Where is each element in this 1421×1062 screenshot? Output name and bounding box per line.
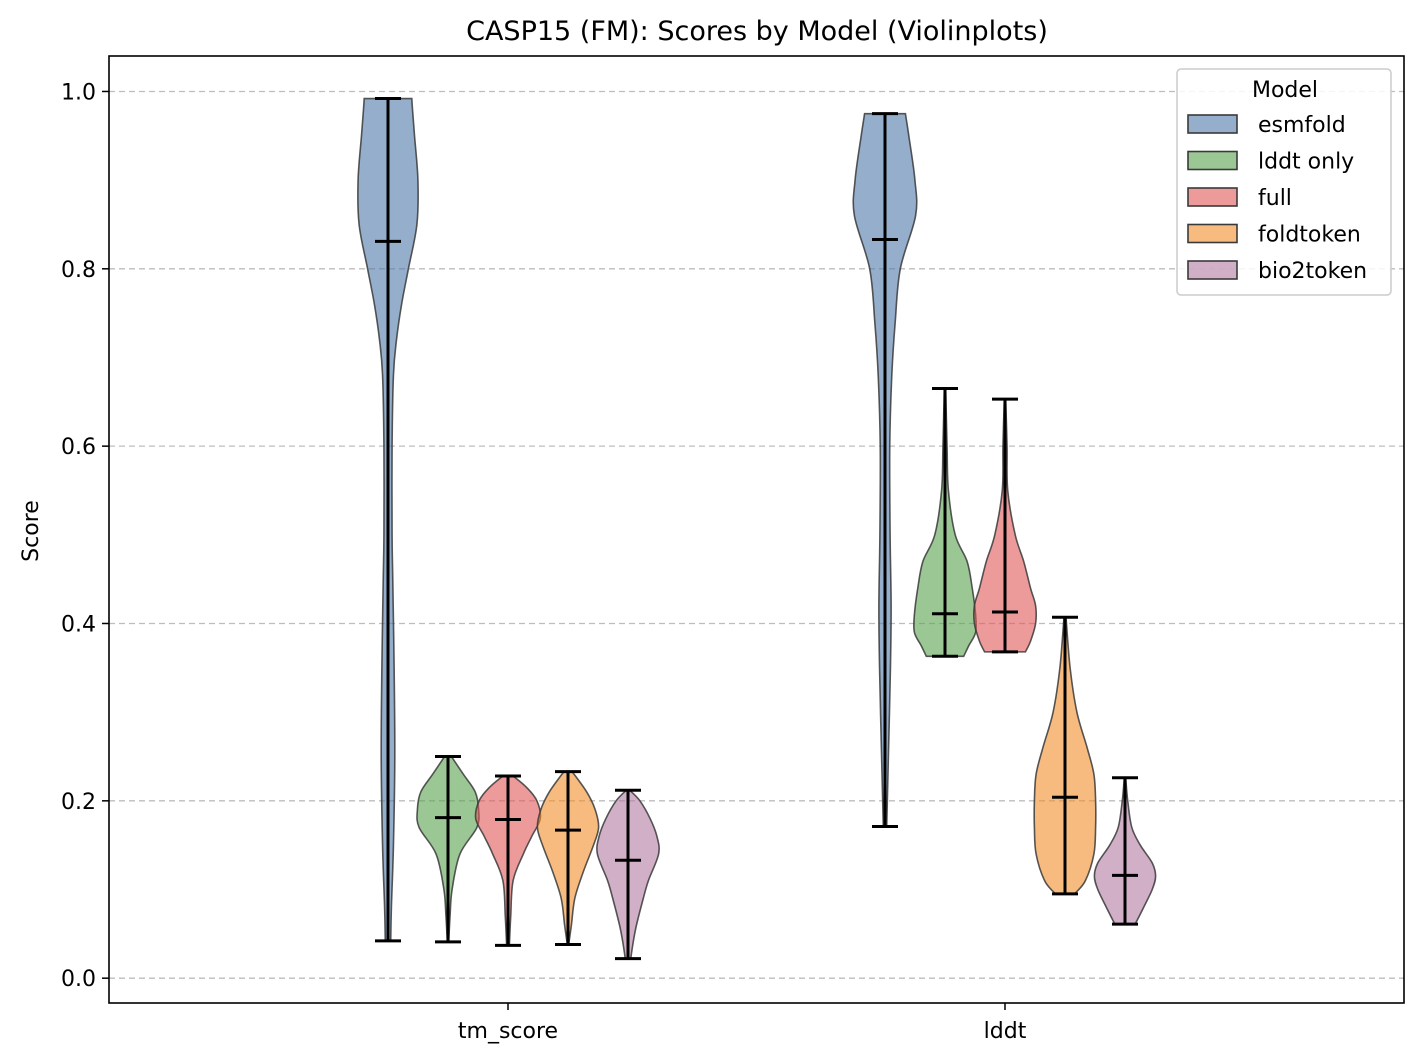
violin-lddt-only-tm_score: [416, 754, 480, 944]
y-tick-label-0.0: 0.0: [61, 967, 96, 992]
legend-swatch-lddt-only: [1187, 150, 1238, 171]
legend-swatch-full: [1187, 187, 1238, 207]
x-tick-label-lddt: lddt: [984, 1019, 1027, 1044]
violin-bio2token-tm_score: [596, 788, 660, 961]
y-tick-label-0.8: 0.8: [61, 258, 96, 283]
axis-layer: 0.0 0.2 0.4 0.6 0.8 1.0 tm_score lddt: [61, 55, 1405, 1044]
y-tick-label-0.4: 0.4: [61, 612, 96, 637]
legend-label-lddt-only: lddt only: [1258, 150, 1354, 175]
legend-swatch-esmfold: [1187, 114, 1238, 134]
y-tick-label-0.6: 0.6: [61, 435, 96, 460]
grid-layer: [109, 90, 1404, 979]
x-tick-label-tm_score: tm_score: [458, 1019, 558, 1044]
plot-frame: [108, 55, 1405, 1004]
y-tick-label-1.0: 1.0: [61, 80, 96, 105]
violin-foldtoken-lddt: [1033, 615, 1097, 896]
y-tick-label-0.2: 0.2: [61, 790, 96, 815]
violin-esmfold-tm_score: [357, 97, 419, 943]
violin-bio2token-lddt: [1093, 776, 1157, 926]
legend-swatch-bio2token: [1187, 260, 1238, 280]
chart-title: CASP15 (FM): Scores by Model (Violinplot…: [466, 16, 1048, 47]
legend-title: Model: [1252, 78, 1318, 103]
violin-layer: [357, 97, 1157, 961]
violin-lddt-only-lddt: [912, 387, 978, 658]
violin-esmfold-lddt: [852, 112, 918, 829]
legend-swatch-foldtoken: [1187, 223, 1238, 244]
y-axis-label: Score: [19, 500, 44, 562]
violin-foldtoken-tm_score: [536, 770, 600, 946]
legend-label-full: full: [1258, 186, 1292, 211]
legend-label-esmfold: esmfold: [1258, 113, 1346, 138]
legend: Model esmfold lddt only full foldtoken bio2to…: [1176, 68, 1392, 296]
violin-full-lddt: [972, 397, 1038, 654]
legend-label-foldtoken: foldtoken: [1258, 223, 1361, 248]
legend-label-bio2token: bio2token: [1258, 259, 1367, 284]
violin-full-tm_score: [474, 774, 542, 947]
